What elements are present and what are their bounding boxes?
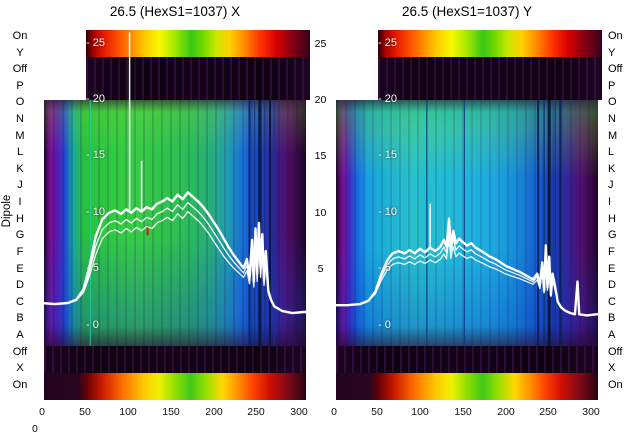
x-tick-labels: 0 50 100 150 200 250 300 xyxy=(38,406,312,420)
row-label: O xyxy=(15,96,25,109)
row-label: Off xyxy=(12,63,28,76)
middle-tick-label: 5 xyxy=(317,263,324,275)
rainbow-band-top xyxy=(86,30,310,57)
row-label: X xyxy=(16,362,24,375)
row-label: K xyxy=(16,162,24,175)
row-label: H xyxy=(16,212,24,225)
row-label: Off xyxy=(608,63,623,76)
trace-overlay-x xyxy=(40,32,311,346)
row-label: M xyxy=(608,129,618,142)
row-label: On xyxy=(12,30,28,42)
dark-band-top xyxy=(86,57,310,100)
row-label: G xyxy=(608,229,617,242)
row-label: On xyxy=(608,378,623,391)
x-tick-label: 0 xyxy=(39,406,45,418)
corner-zero-tick: 0 xyxy=(32,423,38,435)
rainbow-band-top xyxy=(378,30,602,57)
row-labels-right: On Y Off P O N M L K J I H G F E D C B A Off X On xyxy=(608,31,638,391)
heatmap-main-region xyxy=(336,100,598,346)
row-label: A xyxy=(608,328,616,341)
x-tick-labels: 0 50 100 150 200 250 300 xyxy=(330,406,604,420)
row-label: P xyxy=(608,79,616,92)
x-tick-label: 0 xyxy=(331,406,337,418)
dark-band-top xyxy=(378,57,602,100)
x-tick-label: 200 xyxy=(205,406,223,418)
x-tick-label: 200 xyxy=(497,406,515,418)
row-label: F xyxy=(608,245,615,258)
row-label: C xyxy=(16,295,24,308)
row-label: N xyxy=(16,113,24,126)
panel-title-y: 26.5 (HexS1=1037) Y xyxy=(402,4,532,19)
x-tick-label: 100 xyxy=(119,406,137,418)
row-label: G xyxy=(15,229,25,242)
row-label: H xyxy=(608,212,616,225)
row-label: A xyxy=(16,328,24,341)
middle-tick-label: 10 xyxy=(314,207,327,219)
row-label: M xyxy=(15,129,25,142)
middle-axis-ticks: 25 20 15 10 5 xyxy=(311,30,330,400)
row-label: I xyxy=(18,196,22,209)
row-label: K xyxy=(608,162,616,175)
middle-tick-label: 20 xyxy=(314,94,327,106)
row-label: N xyxy=(608,113,616,126)
row-label: D xyxy=(16,279,24,292)
row-label: Off xyxy=(608,345,623,358)
row-label: X xyxy=(608,362,616,375)
x-tick-label: 150 xyxy=(162,406,180,418)
row-label: Y xyxy=(608,46,616,59)
row-label: Off xyxy=(12,345,28,358)
rainbow-band-bottom xyxy=(44,373,306,400)
dark-band-bottom xyxy=(44,346,306,373)
middle-tick-label: 25 xyxy=(314,38,327,50)
row-label: I xyxy=(608,196,612,209)
row-label: J xyxy=(608,179,614,192)
rainbow-band-bottom xyxy=(336,373,598,400)
row-label: On xyxy=(608,30,623,42)
row-label: P xyxy=(16,79,24,92)
x-tick-label: 250 xyxy=(539,406,557,418)
row-labels-left: On Y Off P O N M L K J I H G F E D C B A Off X On xyxy=(6,31,34,391)
heatmap-panel-y: - 25- 20- 15- 10- 5- 0 0 50 100 150 200 250 30… xyxy=(330,30,604,418)
row-label: C xyxy=(608,295,616,308)
x-tick-label: 50 xyxy=(371,406,383,418)
row-label: O xyxy=(608,96,617,109)
x-tick-label: 150 xyxy=(454,406,472,418)
x-tick-label: 250 xyxy=(247,406,265,418)
heatmap-main-region xyxy=(44,100,306,346)
row-label: E xyxy=(16,262,24,275)
x-tick-label: 300 xyxy=(290,406,308,418)
row-label: Y xyxy=(16,46,24,59)
panel-title-x: 26.5 (HexS1=1037) X xyxy=(109,4,241,19)
middle-tick-label: 15 xyxy=(314,150,327,162)
heatmap-panel-x: - 25- 20- 15- 10- 5- 0 0 50 100 150 200 250 30… xyxy=(38,30,312,418)
row-label: L xyxy=(608,146,615,159)
row-label: F xyxy=(16,245,24,258)
row-label: B xyxy=(608,312,616,325)
row-label: B xyxy=(16,312,24,325)
x-tick-label: 50 xyxy=(79,406,91,418)
trace-overlay-y xyxy=(332,100,603,346)
row-label: J xyxy=(17,179,23,192)
row-label: L xyxy=(16,146,24,159)
x-tick-label: 300 xyxy=(582,406,600,418)
row-label: E xyxy=(608,262,616,275)
row-label: D xyxy=(608,279,616,292)
x-tick-label: 100 xyxy=(411,406,429,418)
dark-band-bottom xyxy=(336,346,598,373)
row-label: On xyxy=(12,378,28,391)
